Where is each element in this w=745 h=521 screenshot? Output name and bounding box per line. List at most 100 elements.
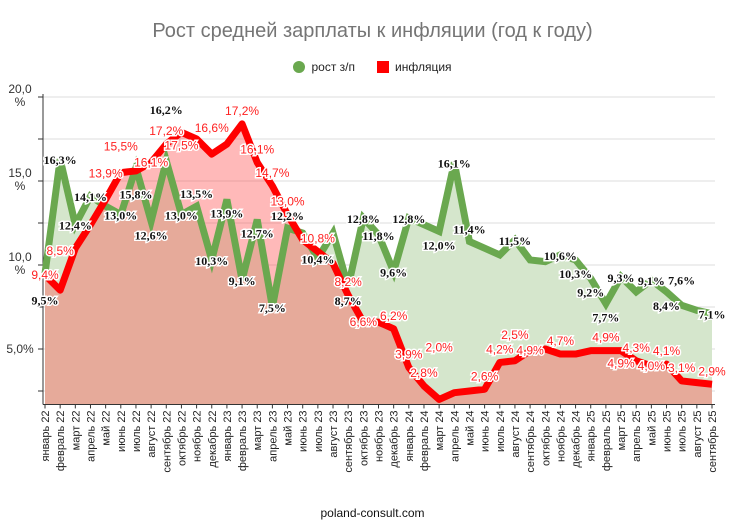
x-tick-label: сентябрь 22 [161, 410, 173, 472]
y-tick-label: 15,0 [8, 166, 32, 180]
data-label: 14,7% [255, 166, 289, 180]
data-label: 17,2% [149, 124, 183, 138]
x-tick-label: май 22 [101, 410, 113, 445]
x-tick-label: май 23 [283, 410, 295, 445]
x-tick-label: июль 25 [677, 410, 689, 452]
data-label: 13,0% [104, 209, 137, 223]
x-tick-label: январь 23 [222, 410, 234, 461]
legend-circle-icon [293, 61, 306, 73]
x-tick-label: февраль 24 [419, 410, 431, 471]
footer-source: poland-consult.com [320, 506, 425, 520]
legend-square-icon [377, 61, 389, 73]
x-tick-label: июнь 25 [662, 410, 674, 452]
x-tick-label: август 22 [146, 410, 158, 457]
x-tick-label: август 25 [692, 410, 704, 457]
x-tick-label: ноябрь 22 [192, 410, 204, 462]
x-tick-label: январь 22 [40, 410, 52, 461]
data-label: 16,1% [438, 157, 471, 171]
wages-area [45, 159, 712, 405]
legend-label: рост з/п [311, 60, 355, 74]
x-tick-label: февраль 25 [601, 410, 613, 471]
x-tick-label: июнь 23 [298, 410, 310, 452]
x-tick-label: июль 22 [131, 410, 143, 452]
x-tick-label: июнь 24 [480, 410, 492, 452]
data-label: 8,4% [653, 299, 680, 313]
x-tick-label: сентябрь 23 [343, 410, 355, 472]
data-label: 16,2% [150, 103, 183, 117]
data-label: 10,4% [301, 252, 334, 266]
data-label: 8,2% [335, 275, 363, 289]
data-label: 16,1% [240, 143, 274, 157]
data-label: 12,8% [347, 212, 380, 226]
x-tick-label: март 22 [70, 410, 82, 450]
x-tick-label: ноябрь 24 [555, 410, 567, 462]
data-label: 6,2% [380, 309, 408, 323]
legend: рост з/п инфляция [0, 60, 745, 74]
data-label: 9,4% [31, 268, 59, 282]
legend-label: инфляция [395, 60, 452, 74]
data-label: 4,1% [653, 344, 681, 358]
x-tick-label: январь 24 [404, 410, 416, 461]
inflation-line [42, 120, 713, 403]
data-label: 9,2% [577, 285, 604, 299]
data-label: 13,0% [271, 195, 305, 209]
x-tick-label: декабрь 23 [389, 410, 401, 467]
data-label: 7,5% [259, 301, 286, 315]
data-label: 4,0% [638, 359, 666, 373]
data-label: 4,3% [623, 341, 651, 355]
data-label: 13,9% [89, 166, 123, 180]
data-label: 9,1% [229, 274, 256, 288]
legend-item-inflation[interactable]: инфляция [377, 60, 452, 74]
data-label: 12,2% [271, 209, 304, 223]
data-label: 11,4% [453, 222, 485, 236]
x-tick-label: декабрь 24 [571, 410, 583, 467]
data-label: 13,9% [210, 206, 243, 220]
data-label: 11,5% [499, 234, 531, 248]
x-tick-label: июль 23 [313, 410, 325, 452]
data-label: 4,9% [592, 331, 620, 345]
data-label: 12,0% [423, 238, 456, 252]
y-tick-label: 10,0 [8, 250, 32, 264]
data-label: 7,6% [668, 273, 695, 287]
x-tick-label: июнь 22 [116, 410, 128, 452]
x-tick-label: март 23 [252, 410, 264, 450]
data-label: 17,2% [225, 104, 259, 118]
data-label: 10,3% [195, 254, 228, 268]
data-label: 9,5% [32, 293, 59, 307]
data-label: 3,1% [668, 361, 696, 375]
data-label: 10,3% [559, 267, 592, 281]
x-tick-label: сентябрь 25 [707, 410, 719, 472]
inflation-area [45, 123, 712, 405]
chart-title: Рост средней зарплаты к инфляции (год к … [152, 20, 593, 42]
data-label: 4,7% [547, 334, 575, 348]
x-tick-label: апрель 23 [267, 410, 279, 461]
data-label: 16,1% [134, 156, 168, 170]
data-label: 2,8% [410, 366, 438, 380]
y-tick-label: 20,0 [8, 82, 32, 96]
x-tick-label: апрель 24 [449, 410, 461, 461]
x-tick-label: январь 25 [586, 410, 598, 461]
data-label: 9,6% [380, 266, 407, 280]
data-label: 7,7% [592, 311, 619, 325]
data-label: 14,1% [74, 190, 107, 204]
data-label: 9,3% [608, 271, 635, 285]
data-label: 9,1% [638, 274, 665, 288]
data-label: 12,8% [392, 212, 425, 226]
data-label: 15,8% [119, 188, 152, 202]
data-label: 16,3% [44, 153, 77, 167]
data-label: 13,0% [165, 209, 198, 223]
x-tick-label: май 25 [646, 410, 658, 445]
data-label: 2,6% [471, 369, 499, 383]
legend-item-wages[interactable]: рост з/п [293, 60, 355, 74]
data-label: 8,7% [335, 294, 362, 308]
x-tick-label: сентябрь 24 [525, 410, 537, 472]
data-label: 2,5% [501, 328, 529, 342]
data-label: 6,6% [350, 315, 378, 329]
x-tick-label: октябрь 24 [540, 410, 552, 466]
data-label: 4,9% [607, 357, 635, 371]
x-tick-label: февраль 22 [55, 410, 67, 471]
x-tick-label: апрель 22 [85, 410, 97, 461]
x-tick-label: апрель 25 [631, 410, 643, 461]
